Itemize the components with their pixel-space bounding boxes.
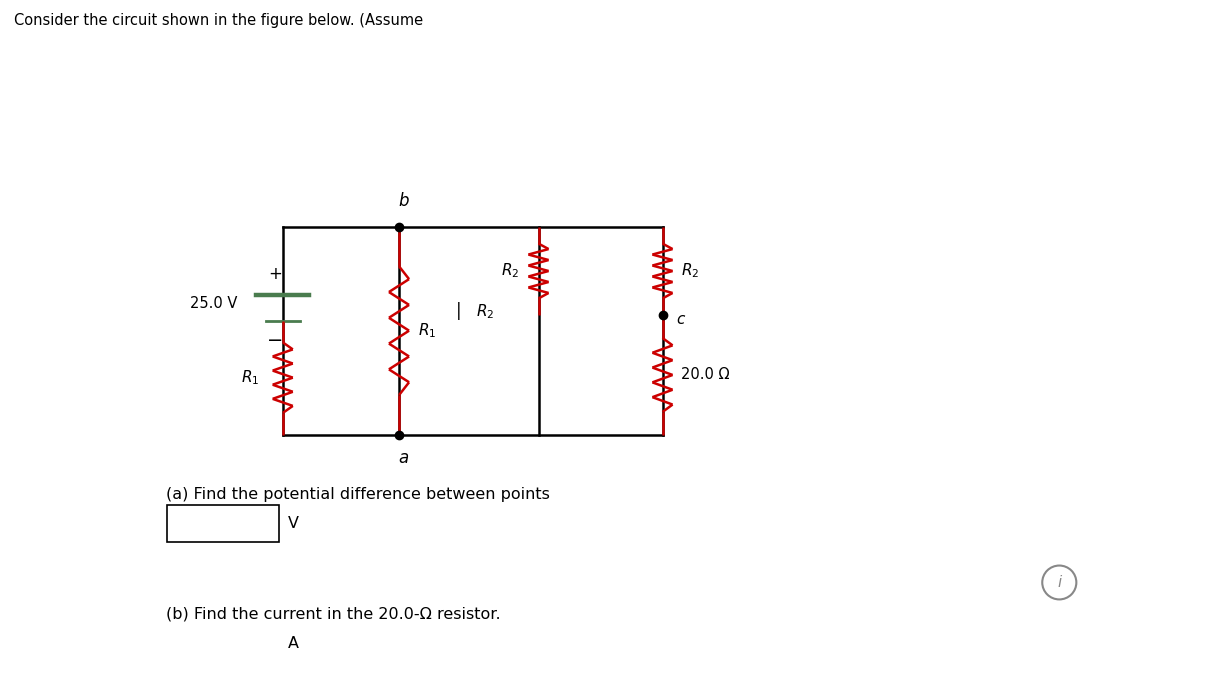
Text: (a) Find the potential difference between points: (a) Find the potential difference betwee… [167, 487, 556, 502]
Text: a: a [399, 448, 408, 466]
Text: $R_2$: $R_2$ [681, 262, 699, 280]
Text: A: A [289, 636, 300, 651]
Text: $R_1$: $R_1$ [418, 322, 436, 340]
Text: $R_2$: $R_2$ [476, 302, 495, 321]
Text: Consider the circuit shown in the figure below. (Assume: Consider the circuit shown in the figure… [14, 13, 429, 28]
Text: (b) Find the current in the 20.0-Ω resistor.: (b) Find the current in the 20.0-Ω resis… [167, 606, 501, 622]
Text: |: | [455, 303, 461, 320]
Text: −: − [267, 331, 283, 350]
Text: i: i [1057, 575, 1062, 590]
FancyBboxPatch shape [167, 625, 279, 662]
Text: $R_2$: $R_2$ [501, 262, 519, 280]
Text: 25.0 V: 25.0 V [191, 296, 238, 311]
Text: V: V [289, 516, 300, 532]
Text: $R_1$: $R_1$ [242, 368, 260, 387]
Text: 20.0 Ω: 20.0 Ω [681, 367, 730, 383]
Text: +: + [268, 265, 281, 283]
FancyBboxPatch shape [167, 505, 279, 542]
Text: c: c [676, 313, 685, 327]
Text: b: b [399, 192, 408, 209]
